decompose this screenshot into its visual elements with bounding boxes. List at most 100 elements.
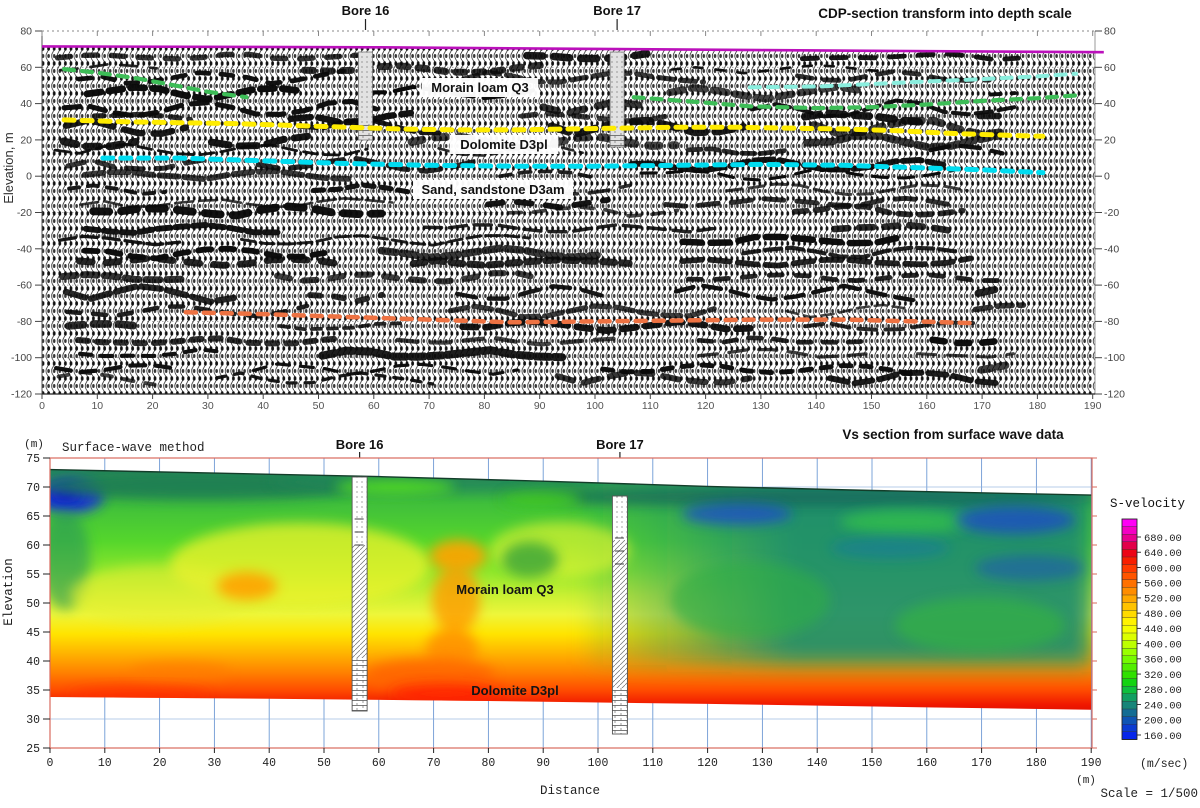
vs-title: Vs section from surface wave data [842,427,1064,442]
y-tick-label: 55 [26,569,40,582]
y-tick-label: 35 [26,685,40,698]
seismic-reflector [741,245,962,259]
y-tick-label-right: -20 [1104,207,1119,219]
legend-color-segment [1121,572,1138,581]
legend-color-segment [1121,610,1138,619]
y-tick-label-left: 40 [20,98,32,110]
seismic-reflector [64,303,310,319]
x-tick-label: 100 [586,400,604,412]
seismic-reflector [318,346,567,362]
blue-patch-right-2 [955,506,1075,534]
formation-label-text: Morain loam Q3 [456,582,554,597]
seismic-reflector [215,371,435,386]
horizon-deep-horizon-orange [183,310,979,326]
y-tick-label-left: -80 [17,316,32,328]
x-tick-label: 140 [807,400,825,412]
orange-plume-top [430,540,486,572]
seismic-reflector [82,222,281,236]
y-tick-label-right: 80 [1104,26,1116,38]
y-tick-label-right: 60 [1104,62,1116,74]
borehole-column: Bore 16 [336,437,383,712]
formation-label-text: Dolomite D3pl [471,683,558,698]
x-tick-label: 90 [536,757,550,770]
borehole-hatch-fill [352,545,368,658]
legend-unit: (m/sec) [1140,758,1188,771]
horizon-dolomite-top-yellow [61,117,1046,139]
seismic-reflector [460,69,707,85]
x-tick-label: 150 [862,757,883,770]
seismic-reflector [57,234,182,247]
seismic-reflector [827,369,1002,387]
vs-formation-labels: Morain loam Q3 Dolomite D3pl [456,582,558,698]
x-tick-label: 80 [481,757,495,770]
horizon-upper-right-pale-cyan [747,71,1079,90]
x-tick-label: 140 [807,757,828,770]
seismic-reflector [58,271,186,284]
x-tick-label: 150 [863,400,881,412]
seismic-reflector [67,183,168,196]
legend-color-segment [1121,579,1138,588]
x-tick-label: 70 [423,400,435,412]
legend-color-segment [1121,648,1138,657]
seismic-reflector [64,320,145,331]
legend-color-segment [1121,564,1138,573]
seismic-reflector [523,49,651,63]
seismic-reflector [679,233,902,247]
seismic-reflector [547,116,748,139]
x-tick-label: 110 [642,400,659,412]
horizon-morain-top-left-green [61,67,249,100]
seismic-reflector [554,369,753,387]
x-tick-label: 20 [153,757,167,770]
borehole-label: Bore 17 [596,437,644,452]
seismic-reflector [59,62,158,72]
y-tick-label-left: 60 [20,62,32,74]
x-tick-label: 90 [534,400,546,412]
y-tick-label-right: 40 [1104,98,1116,110]
seismic-reflector [972,302,1027,313]
seismic-reflector [507,205,680,218]
seismic-reflector [639,168,955,182]
formation-label: Morain loam Q3 [421,78,539,97]
y-tick-label-left: -20 [17,207,32,219]
seismic-wiggle-texture [42,46,1095,394]
seismic-reflector [274,270,545,285]
borehole-label: Bore 17 [593,3,641,18]
y-tick-label: 75 [26,453,40,466]
legend-value-label: 240.00 [1144,700,1182,712]
legend-value-label: 600.00 [1144,563,1182,575]
vs-axes: 75 70 65 60 55 50 45 40 35 30 25 0 10 20 30 40 50 60 70 80 9… [26,453,1101,770]
vs-boreholes: Bore 16 Bore 17 [336,437,644,735]
teal-patch-right [830,537,950,559]
legend-color-segment [1121,526,1138,535]
y-tick-label-right: -40 [1104,243,1119,255]
x-tick-label: 20 [147,400,159,412]
green-blob-far-right [895,597,1065,653]
legend-color-segment [1121,655,1138,664]
legend-title: S-velocity [1110,497,1186,511]
legend-color-segment [1121,617,1138,626]
x-tick-label: 50 [313,400,325,412]
y-tick-label-left: 20 [20,134,32,146]
legend-value-label: 480.00 [1144,609,1182,621]
legend-value-label: 560.00 [1144,578,1182,590]
vs-y-axis-label: Elevation [2,558,16,626]
y-tick-label-right: 20 [1104,134,1116,146]
y-tick-label: 70 [26,482,40,495]
formation-label: Dolomite D3pl [449,135,559,154]
cdp-y-axis-label: Elevation, m [1,132,16,204]
seismic-reflector [455,284,604,301]
borehole-brick-fill [610,131,625,147]
x-tick-label: 0 [47,757,54,770]
cdp-formation-labels: Morain loam Q3 Dolomite D3pl Sand, sandsto… [413,78,573,199]
seismic-reflector [53,142,369,157]
method-label: Surface-wave method [62,441,205,455]
legend-color-segment [1121,701,1138,710]
legend-value-label: 320.00 [1144,670,1182,682]
s-velocity-legend: 680.00 640.00 600.00 560.00 520.00 480.00 440.… [1121,518,1182,743]
scale-note: Scale = 1/500 [1100,787,1198,801]
seismic-reflector [600,362,918,378]
red-basal-left [70,687,210,703]
seismic-reflector [65,156,215,172]
yellow-zone-left-2 [70,565,250,625]
seismic-reflector [988,91,1017,97]
